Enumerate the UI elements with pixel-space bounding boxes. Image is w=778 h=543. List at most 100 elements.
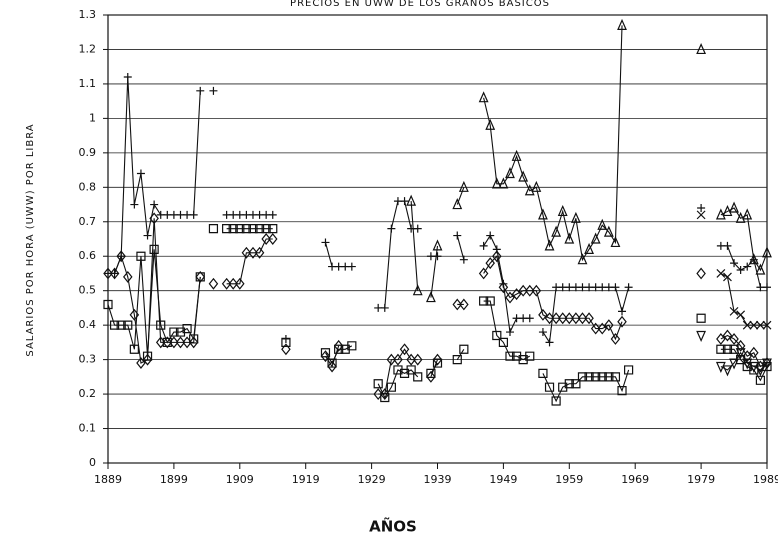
marker	[545, 338, 554, 347]
marker	[103, 299, 113, 310]
marker	[425, 291, 436, 303]
y-tick-label: 0.1	[79, 422, 97, 435]
marker	[485, 296, 495, 306]
marker	[268, 210, 277, 219]
marker	[735, 339, 746, 352]
marker	[380, 392, 390, 403]
marker	[742, 358, 753, 370]
marker	[538, 308, 548, 321]
marker	[479, 241, 488, 250]
marker	[597, 218, 608, 230]
marker	[736, 266, 745, 275]
marker	[195, 270, 206, 283]
marker	[611, 283, 620, 292]
marker	[499, 279, 508, 288]
marker	[755, 360, 766, 373]
marker	[505, 167, 515, 179]
marker	[459, 298, 469, 311]
marker	[261, 233, 271, 245]
marker	[459, 255, 468, 264]
marker	[123, 270, 133, 283]
y-tick-label: 1	[89, 111, 96, 124]
marker	[525, 314, 534, 323]
marker	[755, 365, 766, 377]
marker	[597, 322, 608, 335]
marker	[248, 246, 258, 259]
marker	[432, 358, 443, 368]
marker	[531, 180, 542, 192]
marker	[729, 358, 739, 370]
series-line	[108, 218, 768, 395]
marker	[715, 361, 726, 373]
marker	[743, 262, 752, 271]
marker	[333, 339, 344, 352]
marker	[268, 224, 278, 234]
marker	[175, 327, 186, 337]
marker	[544, 382, 555, 392]
marker	[155, 336, 166, 349]
marker	[696, 210, 706, 220]
marker	[604, 319, 614, 332]
marker	[110, 269, 119, 278]
series-line	[720, 351, 768, 371]
marker	[518, 284, 528, 297]
marker	[538, 328, 547, 337]
marker	[399, 368, 410, 378]
marker	[267, 233, 278, 245]
series-line	[410, 25, 768, 298]
marker	[590, 232, 601, 244]
marker	[169, 336, 179, 349]
marker	[485, 118, 496, 130]
marker	[143, 231, 152, 240]
marker	[735, 348, 746, 360]
marker	[320, 350, 331, 363]
marker	[518, 170, 529, 182]
marker	[188, 336, 199, 349]
marker	[393, 365, 403, 375]
y-tick-label: 0.5	[79, 284, 97, 297]
marker	[254, 246, 265, 259]
marker	[564, 232, 575, 244]
y-tick-label: 0.4	[79, 318, 97, 331]
marker	[387, 224, 396, 233]
marker	[498, 177, 509, 189]
marker	[109, 267, 120, 280]
marker	[129, 308, 140, 321]
y-tick-label: 0.2	[79, 387, 97, 400]
marker	[386, 353, 397, 366]
marker	[136, 251, 146, 261]
marker	[696, 330, 707, 342]
marker	[762, 320, 772, 330]
y-tick-label: 0.6	[79, 249, 97, 262]
marker	[347, 341, 357, 351]
marker	[722, 365, 733, 377]
marker	[603, 225, 614, 237]
marker	[492, 250, 502, 263]
marker	[347, 262, 356, 271]
marker	[617, 315, 627, 328]
marker	[478, 91, 489, 103]
marker	[736, 310, 746, 320]
marker	[742, 320, 752, 330]
marker	[722, 204, 733, 217]
marker	[386, 382, 396, 392]
marker	[610, 332, 621, 345]
marker	[577, 253, 588, 265]
marker	[505, 328, 514, 337]
marker	[228, 277, 238, 290]
y-tick-label: 0	[89, 456, 96, 469]
marker	[531, 284, 542, 297]
marker	[749, 320, 759, 330]
marker	[406, 365, 416, 375]
marker	[426, 370, 436, 383]
marker	[116, 250, 126, 263]
marker	[235, 277, 245, 290]
series-line	[720, 272, 767, 326]
marker	[241, 246, 252, 259]
y-tick-label: 1.3	[79, 8, 97, 21]
marker	[716, 269, 726, 278]
marker	[393, 353, 403, 366]
marker	[321, 238, 330, 247]
marker	[117, 252, 126, 261]
